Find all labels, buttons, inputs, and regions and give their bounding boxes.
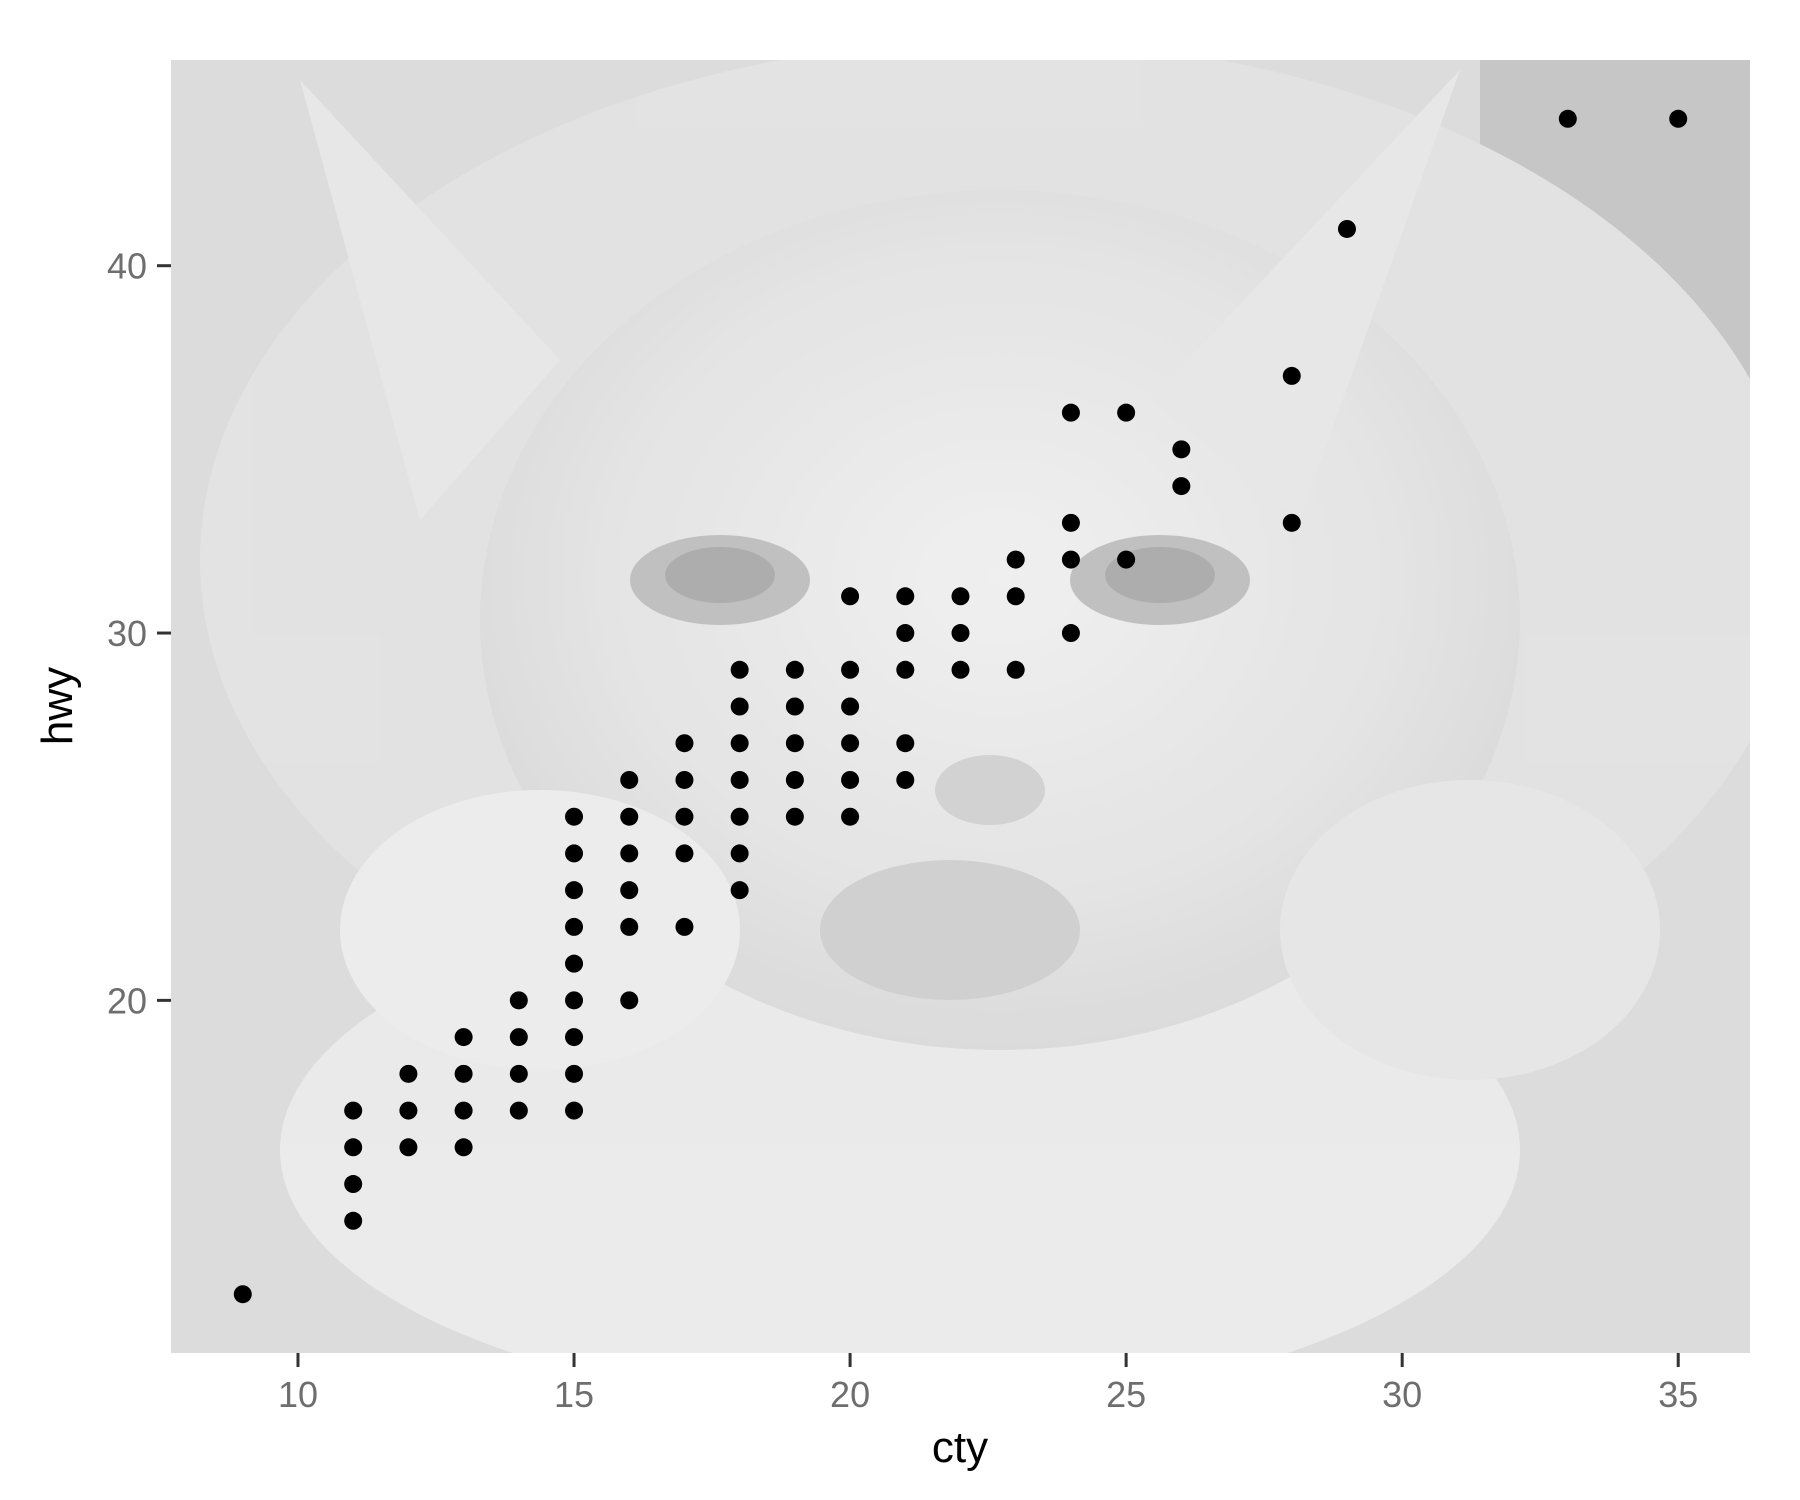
data-point [620,881,639,900]
y-tick-label: 30 [107,613,147,654]
x-tick-label: 15 [554,1374,594,1415]
data-point [730,844,749,863]
data-point [344,1175,363,1194]
data-point [565,954,584,973]
data-point [1061,513,1080,532]
x-tick-label: 35 [1658,1374,1698,1415]
data-point [454,1138,473,1157]
x-tick-label: 10 [278,1374,318,1415]
data-point [1172,440,1191,459]
data-point [730,807,749,826]
data-point [565,991,584,1010]
data-point [1282,366,1301,385]
data-point [841,660,860,679]
data-point [675,770,694,789]
data-point [841,587,860,606]
data-point [896,587,915,606]
x-tick-label: 20 [830,1374,870,1415]
data-point [620,807,639,826]
data-point [841,697,860,716]
data-point [841,734,860,753]
data-point [1558,109,1577,128]
data-point [1117,550,1136,569]
data-point [399,1101,418,1120]
data-point [675,807,694,826]
data-point [565,807,584,826]
data-point [454,1101,473,1120]
data-point [1061,403,1080,422]
data-point [620,770,639,789]
data-point [509,1101,528,1120]
data-point [565,1064,584,1083]
data-point [1006,587,1025,606]
data-point [730,881,749,900]
data-point [841,807,860,826]
y-tick-label: 40 [107,246,147,287]
data-point [951,624,970,643]
data-point [1282,513,1301,532]
data-point [620,991,639,1010]
data-point [1006,660,1025,679]
data-point [730,697,749,716]
kitten-background-image [200,60,1750,1353]
data-point [785,660,804,679]
data-point [1669,109,1688,128]
x-axis-title: cty [932,1423,988,1472]
data-point [454,1064,473,1083]
data-point [565,1101,584,1120]
data-point [730,734,749,753]
plot-panel [171,60,1750,1353]
data-point [233,1285,252,1304]
data-point [730,660,749,679]
y-tick-label: 20 [107,980,147,1021]
data-point [896,660,915,679]
data-point [951,587,970,606]
data-point [344,1101,363,1120]
data-point [509,1064,528,1083]
y-axis-title: hwy [33,667,82,745]
x-tick-label: 30 [1382,1374,1422,1415]
data-point [399,1064,418,1083]
data-point [675,844,694,863]
data-point [509,1028,528,1047]
x-axis: 10 15 20 25 30 35 [278,1353,1698,1415]
data-point [1006,550,1025,569]
data-point [565,1028,584,1047]
data-point [1061,550,1080,569]
data-point [1061,624,1080,643]
data-point [675,917,694,936]
data-point [785,697,804,716]
x-tick-label: 25 [1106,1374,1146,1415]
data-point [344,1211,363,1230]
data-point [620,917,639,936]
data-point [454,1028,473,1047]
data-point [509,991,528,1010]
data-point [620,844,639,863]
data-point [344,1138,363,1157]
data-point [565,917,584,936]
data-point [896,734,915,753]
data-point [785,807,804,826]
data-point [896,624,915,643]
data-points [233,109,1688,1304]
data-point [1117,403,1136,422]
data-point [1172,477,1191,496]
data-point [951,660,970,679]
data-point [841,770,860,789]
data-point [730,770,749,789]
data-point [675,734,694,753]
data-point [1337,219,1356,238]
y-axis: 20 30 40 [107,246,171,1021]
data-point [785,770,804,789]
data-point [565,881,584,900]
data-point [399,1138,418,1157]
data-point [565,844,584,863]
data-point [785,734,804,753]
data-point [896,770,915,789]
